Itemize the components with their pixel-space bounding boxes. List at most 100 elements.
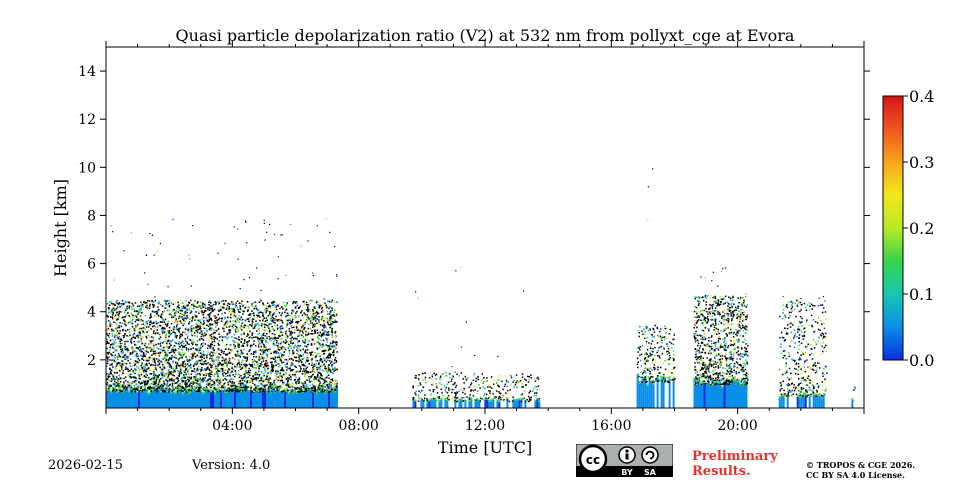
heatmap-cell <box>245 385 248 387</box>
heatmap-cell <box>274 392 276 408</box>
heatmap-cell <box>164 345 166 347</box>
heatmap-cell <box>321 306 324 309</box>
heatmap-cell <box>305 330 307 333</box>
heatmap-cell <box>263 317 266 319</box>
heatmap-cell <box>149 323 151 326</box>
heatmap-cell <box>153 387 156 389</box>
heatmap-cell <box>204 362 206 365</box>
heatmap-cell <box>238 345 240 347</box>
heatmap-cell <box>238 302 241 304</box>
heatmap-cell <box>319 358 322 360</box>
heatmap-cell <box>135 369 138 371</box>
heatmap-cell <box>163 373 165 375</box>
heatmap-cell <box>142 305 145 308</box>
heatmap-cell <box>259 319 261 322</box>
heatmap-cell <box>295 312 297 314</box>
heatmap-cell <box>324 386 326 388</box>
heatmap-cell <box>266 350 269 352</box>
heatmap-cell <box>229 349 232 351</box>
heatmap-cell <box>332 386 335 389</box>
heatmap-cell <box>208 301 210 304</box>
heatmap-cell <box>292 393 294 408</box>
heatmap-cell <box>302 353 304 356</box>
heatmap-cell <box>278 303 280 306</box>
heatmap-cell <box>197 380 199 382</box>
heatmap-cell <box>144 342 147 345</box>
heatmap-cell <box>307 307 309 310</box>
heatmap-cell <box>320 335 322 337</box>
heatmap-cell <box>204 389 206 408</box>
heatmap-cell <box>261 389 263 391</box>
heatmap-cell <box>280 325 282 328</box>
heatmap-cell <box>209 354 211 357</box>
heatmap-cell <box>149 339 152 341</box>
heatmap-cell <box>266 377 269 379</box>
heatmap-cell <box>190 373 193 375</box>
heatmap-cell <box>327 305 329 308</box>
heatmap-cell <box>191 385 193 387</box>
heatmap-cell <box>191 353 193 355</box>
heatmap-cell <box>318 384 321 387</box>
heatmap-cell <box>319 377 322 379</box>
heatmap-cell <box>118 386 120 389</box>
heatmap-cell <box>268 327 270 329</box>
heatmap-cell <box>267 307 269 310</box>
heatmap-cell <box>204 388 206 390</box>
heatmap-cell <box>317 378 320 380</box>
heatmap-cell <box>138 375 141 377</box>
heatmap-cell <box>238 374 241 376</box>
heatmap-cell <box>170 311 172 314</box>
heatmap-cell <box>131 347 134 349</box>
heatmap-cell <box>284 390 286 393</box>
heatmap-cell <box>264 365 266 367</box>
heatmap-cell <box>107 353 110 355</box>
heatmap-cell <box>182 302 184 305</box>
heatmap-cell <box>126 355 128 358</box>
heatmap-cell <box>243 385 245 387</box>
heatmap-cell <box>326 318 329 320</box>
heatmap-cell <box>334 386 336 389</box>
heatmap-cell <box>237 349 240 352</box>
heatmap-cell <box>123 311 126 313</box>
heatmap-cell <box>188 392 190 395</box>
heatmap-cell <box>329 306 331 308</box>
heatmap-cell <box>187 328 190 331</box>
heatmap-cell <box>316 313 319 315</box>
heatmap-cell <box>149 391 152 393</box>
heatmap-cell <box>163 365 165 368</box>
heatmap-cell <box>298 370 300 373</box>
heatmap-cell <box>296 393 298 408</box>
heatmap-cell <box>264 389 266 408</box>
heatmap-cell <box>155 343 157 346</box>
heatmap-cell <box>119 306 121 308</box>
heatmap-cell <box>132 314 134 317</box>
heatmap-cell <box>183 314 185 317</box>
heatmap-cell <box>174 382 177 384</box>
heatmap-cell <box>141 387 143 389</box>
heatmap-cell <box>233 390 235 393</box>
heatmap-cell <box>258 387 260 390</box>
heatmap-cell <box>330 391 332 394</box>
heatmap-cell <box>228 350 230 353</box>
heatmap-cell <box>246 318 249 320</box>
heatmap-cell <box>106 381 109 384</box>
heatmap-cell <box>294 307 297 309</box>
heatmap-cell <box>254 324 257 326</box>
heatmap-cell <box>133 310 136 312</box>
heatmap-cell <box>184 389 186 409</box>
heatmap-cell <box>167 376 169 378</box>
heatmap-cell <box>295 306 297 308</box>
heatmap-cell <box>253 340 255 342</box>
heatmap-cell <box>266 337 268 339</box>
heatmap-cell <box>157 352 159 354</box>
heatmap-cell <box>262 379 264 381</box>
heatmap-cell <box>328 381 331 383</box>
heatmap-cell <box>239 305 242 307</box>
heatmap-cell <box>174 378 177 380</box>
heatmap-cell <box>287 386 290 388</box>
heatmap-cell <box>158 386 160 388</box>
heatmap-cell <box>172 374 174 376</box>
heatmap-cell <box>181 310 183 312</box>
heatmap-cell <box>135 355 138 358</box>
heatmap-cell <box>322 387 324 408</box>
